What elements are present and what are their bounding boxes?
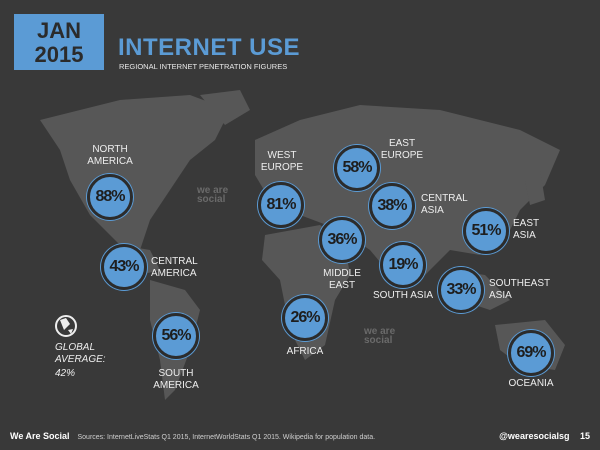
region-bubble: 38% — [369, 183, 415, 229]
region-bubble: 51% — [463, 208, 509, 254]
brand: We Are Social — [10, 431, 70, 441]
region-label: MIDDLE EAST — [323, 268, 361, 291]
region-bubble: 26% — [282, 295, 328, 341]
footer: We Are Social Sources: InternetLiveStats… — [10, 431, 375, 441]
region-label: AFRICA — [286, 346, 324, 357]
watermark: we are social — [364, 326, 396, 346]
region-bubble: 43% — [101, 244, 147, 290]
subtitle: REGIONAL INTERNET PENETRATION FIGURES — [119, 62, 288, 71]
badge-year: 2015 — [34, 42, 84, 67]
watermark: we are social — [197, 185, 229, 205]
region-label: SOUTH AMERICA — [153, 368, 199, 391]
region-label: EAST EUROPE — [380, 138, 424, 161]
region-bubble: 36% — [319, 217, 365, 263]
title: INTERNET USE — [118, 34, 301, 61]
page-number: 15 — [579, 431, 590, 441]
region-bubble: 19% — [380, 242, 426, 288]
sources: Sources: InternetLiveStats Q1 2015, Inte… — [77, 434, 376, 441]
handle: @wearesocialsg — [499, 431, 570, 441]
region-label: EAST ASIA — [513, 218, 539, 241]
global-value: 42% — [55, 368, 76, 379]
global-label: GLOBAL AVERAGE: — [55, 342, 106, 365]
region-bubble: 81% — [258, 182, 304, 228]
region-bubble: 69% — [508, 330, 554, 376]
region-bubble: 56% — [153, 313, 199, 359]
region-bubble: 58% — [334, 145, 380, 191]
region-label: WEST EUROPE — [260, 150, 304, 173]
region-bubble: 88% — [87, 174, 133, 220]
region-label: CENTRAL ASIA — [421, 193, 468, 216]
global-icon — [55, 315, 77, 337]
region-bubble: 33% — [438, 267, 484, 313]
region-label: OCEANIA — [508, 378, 554, 389]
date-badge: JAN 2015 — [14, 14, 104, 70]
region-label: SOUTHEAST ASIA — [489, 278, 550, 301]
region-label: NORTH AMERICA — [87, 144, 133, 167]
region-label: CENTRAL AMERICA — [151, 256, 198, 279]
badge-month: JAN — [36, 18, 81, 43]
footer-right: @wearesocialsg 15 — [499, 431, 590, 441]
region-label: SOUTH ASIA — [373, 290, 434, 301]
